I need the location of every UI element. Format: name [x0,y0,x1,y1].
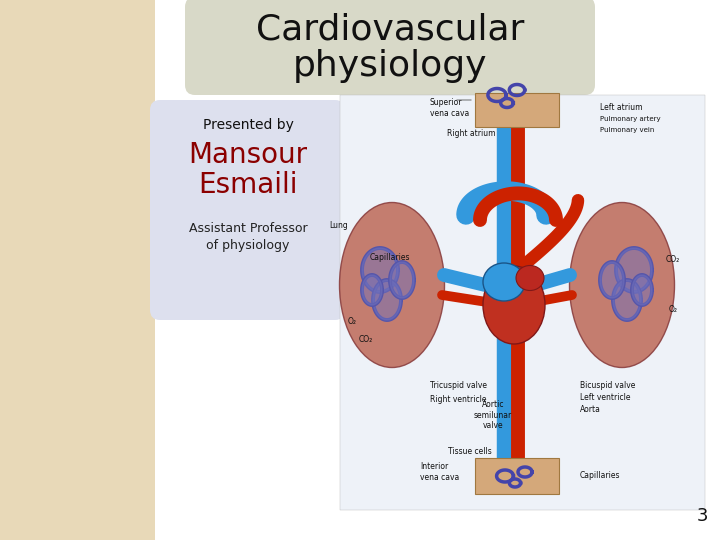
Text: Bicuspid valve: Bicuspid valve [580,381,635,389]
FancyBboxPatch shape [475,458,559,494]
Ellipse shape [516,266,544,291]
Text: Right ventricle: Right ventricle [430,395,487,404]
Polygon shape [362,248,398,292]
Text: O₂: O₂ [348,318,356,327]
Text: Left ventricle: Left ventricle [580,393,631,402]
Text: Tissue cells: Tissue cells [448,448,492,456]
FancyBboxPatch shape [475,93,559,127]
Text: Tricuspid valve: Tricuspid valve [430,381,487,389]
Text: physiology: physiology [293,49,487,83]
Polygon shape [632,275,652,305]
Text: Esmaili: Esmaili [198,171,298,199]
Polygon shape [362,275,382,305]
Bar [340,95,705,510]
Text: Pulmonary vein: Pulmonary vein [600,127,654,133]
Text: O₂: O₂ [668,306,678,314]
Text: Right atrium: Right atrium [447,130,495,138]
Polygon shape [616,248,652,292]
Text: Pulmonary artery: Pulmonary artery [600,116,661,122]
Polygon shape [390,262,414,298]
Text: Lung: Lung [329,220,348,230]
Text: Mansour: Mansour [189,141,307,169]
Ellipse shape [483,263,525,301]
Text: Left atrium: Left atrium [600,104,642,112]
Text: Assistant Professor: Assistant Professor [189,221,307,234]
Ellipse shape [570,202,675,368]
Text: Presented by: Presented by [202,118,294,132]
Ellipse shape [340,202,444,368]
Text: Cardiovascular: Cardiovascular [256,13,524,47]
Text: of physiology: of physiology [207,239,289,252]
Text: 3: 3 [696,507,708,525]
Text: Aorta: Aorta [580,404,601,414]
FancyBboxPatch shape [155,0,720,540]
Text: Superior
vena cava: Superior vena cava [430,98,469,118]
Bar [0,0,155,540]
Text: Aortic
semilunar
valve: Aortic semilunar valve [474,400,512,430]
Text: Capillaries: Capillaries [370,253,410,262]
Polygon shape [613,280,641,320]
Text: CO₂: CO₂ [666,255,680,265]
Text: CO₂: CO₂ [359,335,373,345]
Ellipse shape [483,266,545,344]
FancyBboxPatch shape [150,100,345,320]
Polygon shape [373,280,401,320]
Text: Capillaries: Capillaries [580,470,621,480]
Polygon shape [600,262,624,298]
Text: Interior
vena cava: Interior vena cava [420,462,459,482]
FancyBboxPatch shape [185,0,595,95]
